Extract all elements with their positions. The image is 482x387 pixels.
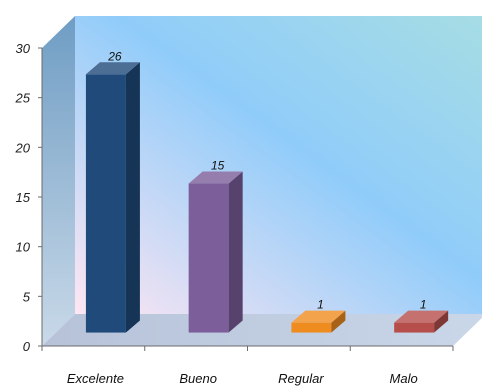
bar-front bbox=[85, 74, 126, 333]
bar-side bbox=[228, 171, 243, 333]
bar-front bbox=[188, 183, 229, 333]
side-wall bbox=[42, 16, 75, 346]
bar-top bbox=[394, 310, 449, 323]
y-tick-label: 0 bbox=[23, 339, 31, 354]
labels: 0 5 10 15 20 25 30 26 Excelente 15 Bueno 1 Regular 1 M… bbox=[15, 41, 427, 386]
x-tick-label: Malo bbox=[390, 371, 418, 386]
bar-front bbox=[291, 322, 332, 333]
plot-walls bbox=[42, 16, 482, 346]
bar-malo bbox=[394, 310, 449, 333]
y-tick-label: 25 bbox=[15, 91, 31, 106]
x-tick-label: Regular bbox=[278, 371, 324, 386]
data-label: 26 bbox=[107, 49, 122, 63]
bar-bueno bbox=[188, 171, 243, 333]
data-label: 1 bbox=[420, 298, 427, 312]
x-tick-label: Bueno bbox=[179, 371, 217, 386]
y-tick-label: 10 bbox=[16, 240, 31, 255]
bar-excelente bbox=[85, 62, 140, 333]
y-tick-label: 15 bbox=[16, 190, 31, 205]
y-tick-label: 5 bbox=[23, 289, 31, 304]
back-wall bbox=[75, 16, 482, 314]
bar-top bbox=[291, 310, 346, 323]
bar-side bbox=[434, 310, 449, 333]
data-label: 15 bbox=[211, 159, 225, 173]
bar-top bbox=[188, 171, 243, 184]
bar-regular bbox=[291, 310, 346, 333]
axes bbox=[38, 47, 454, 351]
bars bbox=[85, 62, 449, 333]
y-tick-label: 30 bbox=[16, 41, 31, 56]
y-tick-label: 20 bbox=[15, 140, 31, 155]
data-label: 1 bbox=[317, 298, 324, 312]
bar-front bbox=[394, 322, 435, 333]
bar-side bbox=[331, 310, 346, 333]
floor bbox=[42, 314, 482, 346]
bar-side bbox=[125, 62, 140, 333]
x-tick-label: Excelente bbox=[67, 371, 124, 386]
bar-top bbox=[85, 62, 140, 75]
